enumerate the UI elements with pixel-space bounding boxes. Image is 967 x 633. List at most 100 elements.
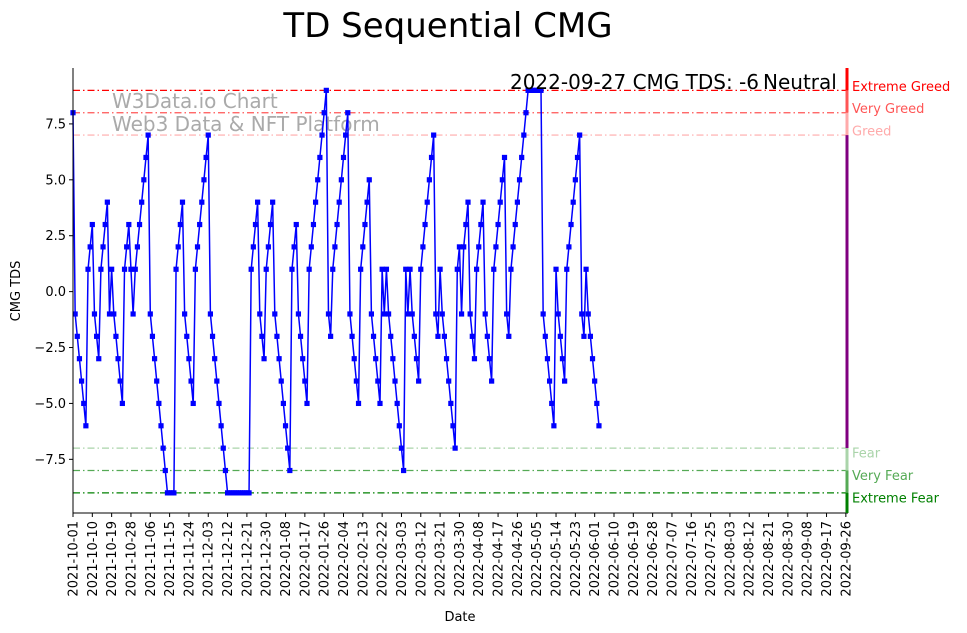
x-tick-label: 2022-05-23 [569,521,584,597]
data-point [222,467,229,474]
data-point [141,177,147,183]
data-point [555,311,561,317]
x-tick-label: 2022-02-13 [356,521,371,597]
data-point [413,356,420,362]
data-point [583,266,589,272]
data-point [109,266,115,272]
data-point [145,132,151,138]
data-point [564,266,570,272]
x-tick-label: 2022-08-12 [743,521,758,597]
data-point [336,199,342,205]
data-point [132,266,138,272]
data-point [186,356,192,362]
x-tick-label: 2022-04-17 [492,521,507,597]
x-tick-label: 2021-10-28 [124,521,139,597]
data-point [291,244,297,250]
data-point [119,400,125,407]
x-tick-label: 2022-01-17 [298,521,313,597]
data-point [216,400,222,407]
x-tick-label: 2021-11-15 [163,521,178,597]
data-point [383,266,390,272]
data-point [212,356,218,362]
data-point [104,199,110,205]
data-point [450,423,456,429]
data-point [117,378,123,384]
data-point [577,132,583,138]
data-point [214,378,220,384]
data-point [188,378,194,384]
data-point [265,244,271,250]
data-point [252,221,259,228]
data-point [306,266,312,272]
data-point [72,311,78,317]
data-point [323,87,329,93]
data-point [98,266,104,272]
data-point [199,199,205,205]
data-point [568,221,574,228]
data-point [579,311,585,317]
data-point [422,221,428,228]
x-tick-label: 2021-12-12 [221,521,236,597]
data-point [368,311,375,317]
zone-label: Very Greed [852,102,924,117]
data-point [149,333,156,339]
data-point [439,311,445,317]
data-point [480,199,486,205]
data-point [587,333,593,339]
data-point [293,221,299,228]
x-tick-label: 2022-07-25 [704,521,719,597]
data-point [418,266,424,272]
x-tick-label: 2022-07-07 [665,521,680,597]
data-point [139,199,145,205]
data-point [491,266,497,272]
data-point [572,177,578,183]
x-tick-label: 2021-12-30 [260,521,275,597]
data-point [463,221,469,228]
data-point [280,400,286,407]
data-point [205,132,211,138]
data-point [366,177,372,183]
data-point [360,244,366,250]
chart-title: TD Sequential CMG [282,6,612,46]
data-point [364,199,370,205]
data-point [83,423,89,429]
data-point [246,490,252,496]
data-point [523,110,529,116]
data-point [177,221,183,228]
data-point [285,445,291,451]
data-point [317,154,323,161]
data-point [106,311,113,317]
data-point [147,311,153,317]
x-tick-label: 2022-06-01 [588,521,603,597]
data-point [310,221,317,228]
data-point [465,199,471,205]
x-tick-label: 2022-06-19 [627,521,642,597]
data-point [343,132,349,138]
x-tick-label: 2022-01-26 [318,521,333,597]
data-point [154,378,160,384]
data-point [261,356,267,362]
data-point [521,132,527,138]
data-point [274,333,280,339]
zone-label: Very Fear [852,469,914,484]
data-point [570,199,576,205]
y-tick-label: 5.0 [45,173,66,188]
data-point [130,311,136,317]
data-point [512,221,518,228]
data-point [553,266,559,272]
data-point [325,311,332,317]
data-point [486,356,493,362]
data-point [113,333,119,339]
zone-label: Extreme Fear [852,491,940,506]
data-point [489,378,495,384]
data-point [585,311,591,317]
data-point [248,266,254,272]
data-point [467,311,473,317]
data-point [85,266,91,272]
data-point [332,244,338,250]
data-point [559,356,566,362]
data-point [594,400,600,407]
y-tick-label: 0.0 [45,285,66,300]
data-point [379,266,385,272]
data-point [340,154,347,161]
